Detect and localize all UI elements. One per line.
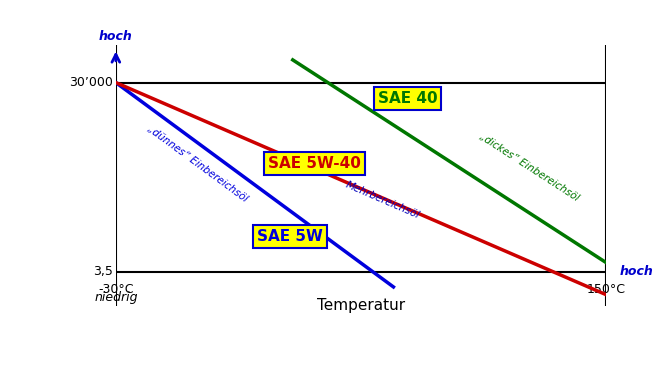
Text: hoch: hoch	[620, 265, 653, 278]
Text: -30°C: -30°C	[98, 283, 134, 296]
Text: 3,5: 3,5	[93, 265, 113, 278]
Text: SAE 40: SAE 40	[377, 91, 437, 106]
Text: 30’000: 30’000	[70, 76, 113, 89]
Text: hoch: hoch	[99, 30, 132, 43]
Text: SAE 5W: SAE 5W	[257, 229, 322, 244]
Text: niedrig: niedrig	[94, 291, 138, 304]
Text: SAE 5W-40: SAE 5W-40	[268, 156, 361, 171]
Text: Mehrbereichsöl: Mehrbereichsöl	[344, 179, 421, 220]
Text: Temperatur: Temperatur	[316, 298, 405, 313]
Text: „dünnes“ Einbereichsöl: „dünnes“ Einbereichsöl	[146, 124, 250, 204]
Text: „dickes“ Einbereichsöl: „dickes“ Einbereichsöl	[478, 132, 581, 204]
Text: 150°C: 150°C	[587, 283, 625, 296]
